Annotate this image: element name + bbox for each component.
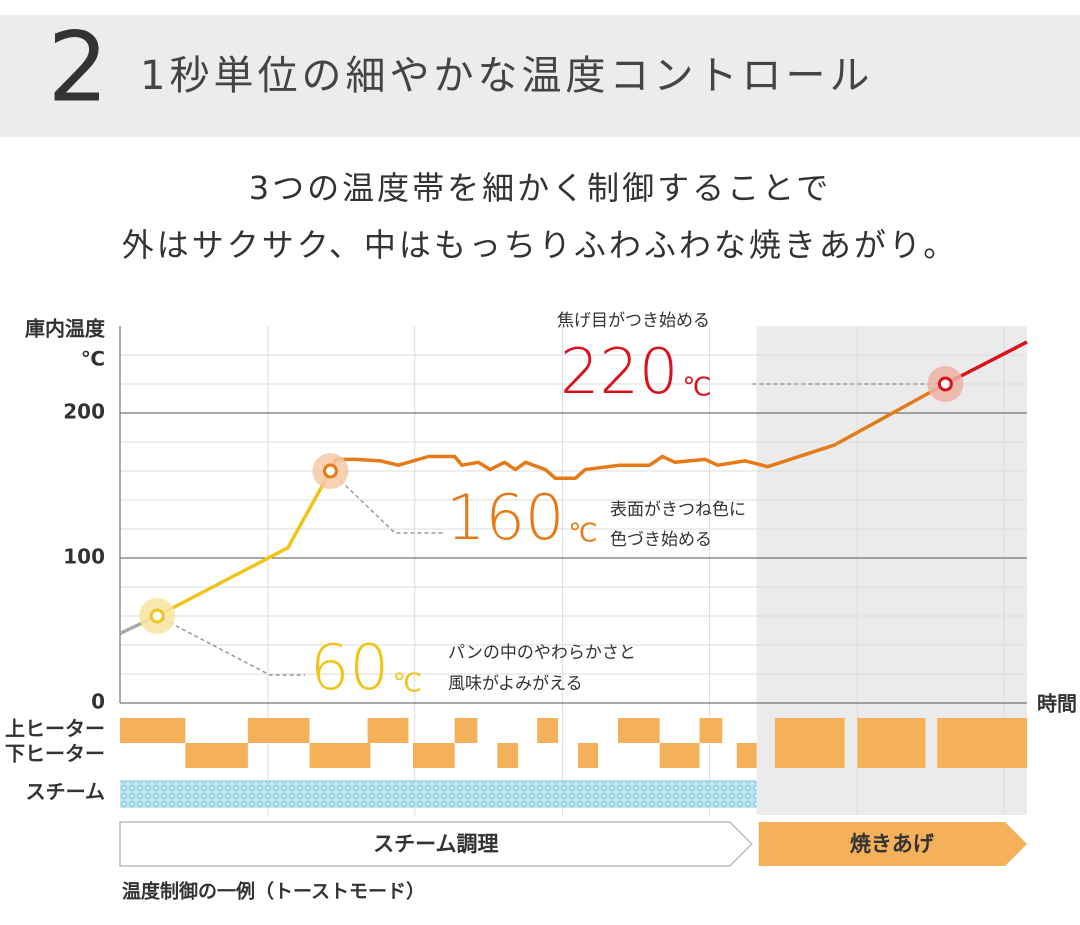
- heater-segment: [537, 718, 559, 743]
- heater-segment: [247, 718, 310, 743]
- heater-label: 上ヒーター: [5, 717, 105, 741]
- annotation: 色づき始める: [610, 530, 712, 550]
- heater-segment: [367, 718, 409, 743]
- heater-segment: [937, 718, 1027, 768]
- line: [156, 470, 332, 618]
- annotation: 焦げ目がつき始める: [557, 311, 710, 331]
- value-unit: ℃: [568, 519, 597, 549]
- highlight-point: [937, 376, 953, 392]
- heater-segment: [857, 718, 926, 768]
- caption: 温度制御の一例（トーストモード）: [122, 880, 425, 903]
- heater-segment: [454, 718, 478, 743]
- y-tick-label: 100: [63, 545, 105, 569]
- heater-segment: [497, 743, 519, 768]
- value-label: 160: [446, 481, 564, 554]
- heater-segment: [617, 718, 660, 743]
- heater-segment: [185, 743, 248, 768]
- phase-label: スチーム調理: [373, 832, 498, 856]
- phase-label: 焼きあげ: [850, 832, 935, 856]
- steam-bar: [120, 780, 757, 808]
- section-number: 2: [47, 11, 108, 123]
- heater-segment: [309, 743, 371, 768]
- value-label: 60: [310, 631, 389, 704]
- x-axis-title: 時間: [1037, 692, 1077, 716]
- heater-segment: [774, 718, 845, 768]
- subtitle: 外はサクサク、中はもっちりふわふわな焼きあがり。: [122, 226, 958, 264]
- y-axis-unit: ℃: [81, 347, 105, 371]
- steam-label: スチーム: [26, 780, 105, 804]
- leader-line: [329, 470, 443, 534]
- highlight-point: [322, 463, 338, 479]
- annotation: パンの中のやわらかさと: [448, 643, 636, 663]
- heater-label: 下ヒーター: [5, 742, 105, 766]
- value-label: 220: [560, 335, 678, 408]
- annotation: 風味がよみがえる: [448, 674, 583, 694]
- heater-segment: [578, 743, 598, 768]
- heater-segment: [659, 743, 700, 768]
- phase-arrow: [758, 822, 1027, 866]
- section-title: 1秒単位の細やかな温度コントロール: [140, 53, 873, 99]
- subtitle: 3つの温度帯を細かく制御することで: [249, 169, 831, 207]
- y-tick-label: 200: [63, 400, 105, 424]
- annotation: 表面がきつね色に: [610, 500, 746, 520]
- value-unit: ℃: [682, 373, 711, 403]
- line: [328, 382, 947, 480]
- value-unit: ℃: [393, 669, 422, 699]
- heater-segment: [699, 718, 723, 743]
- y-tick-label: 0: [91, 690, 105, 714]
- heater-segment: [736, 743, 757, 768]
- phase-arrow: [119, 821, 753, 867]
- leader-line: [156, 615, 305, 676]
- header-band: [0, 15, 1080, 137]
- heater-segment: [120, 718, 186, 743]
- y-axis-title: 庫内温度: [25, 317, 106, 341]
- heater-segment: [412, 743, 455, 768]
- highlight-point: [149, 608, 165, 624]
